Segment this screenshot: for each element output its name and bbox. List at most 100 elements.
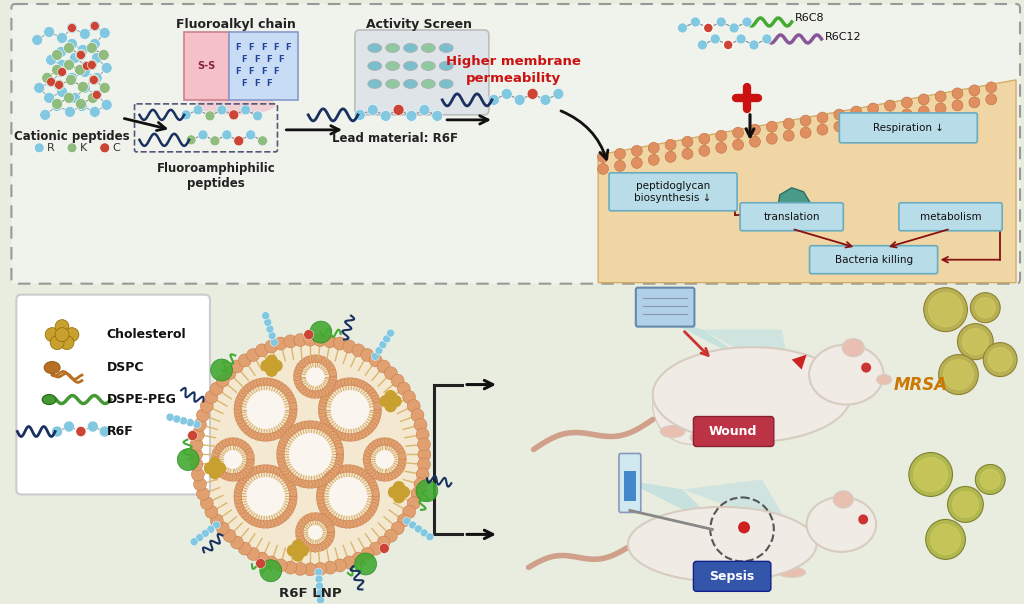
Circle shape [371,419,378,427]
Circle shape [66,74,77,85]
Circle shape [247,429,255,437]
Circle shape [284,431,292,439]
Circle shape [327,471,334,479]
Circle shape [366,466,374,474]
Circle shape [318,478,326,486]
Circle shape [288,416,295,424]
Circle shape [364,459,371,467]
Text: MRSA: MRSA [894,376,948,394]
Circle shape [236,395,244,403]
Circle shape [54,80,63,89]
Circle shape [716,130,727,141]
Circle shape [91,89,102,100]
Ellipse shape [386,43,399,53]
Circle shape [244,466,252,474]
Circle shape [247,455,255,463]
Circle shape [223,367,236,380]
Ellipse shape [877,374,892,385]
Circle shape [295,379,303,387]
Circle shape [384,529,397,542]
Circle shape [319,506,328,514]
Circle shape [304,333,316,346]
Ellipse shape [439,43,454,53]
Circle shape [393,443,401,451]
Circle shape [326,362,334,371]
Circle shape [913,457,947,492]
Circle shape [99,82,111,94]
Circle shape [315,582,324,590]
Circle shape [301,541,309,549]
Circle shape [375,347,383,355]
Circle shape [374,405,382,414]
Ellipse shape [628,507,816,582]
Circle shape [354,432,362,440]
Polygon shape [643,307,762,370]
Circle shape [247,469,255,477]
Ellipse shape [834,491,853,508]
Circle shape [370,542,382,555]
Circle shape [354,379,362,387]
Circle shape [284,561,297,574]
Circle shape [265,340,278,353]
Circle shape [212,449,220,457]
Circle shape [783,130,795,141]
Circle shape [89,39,100,50]
Circle shape [246,130,256,140]
Circle shape [242,474,249,481]
Circle shape [282,425,290,432]
Circle shape [211,455,219,463]
Circle shape [337,432,345,440]
Circle shape [380,111,391,121]
Circle shape [391,522,404,535]
Circle shape [929,293,963,327]
Circle shape [268,332,276,339]
Circle shape [186,419,195,426]
FancyBboxPatch shape [840,113,977,143]
Circle shape [732,140,743,150]
Circle shape [222,130,231,140]
Circle shape [76,98,86,109]
Circle shape [239,471,247,478]
Circle shape [32,34,43,45]
Circle shape [346,464,353,472]
Circle shape [63,92,75,103]
Circle shape [360,382,369,390]
Circle shape [867,103,879,114]
Circle shape [488,94,500,105]
Circle shape [324,561,337,574]
Circle shape [239,354,251,367]
Circle shape [267,378,274,386]
Circle shape [355,518,364,525]
Circle shape [326,535,334,544]
Circle shape [369,479,376,487]
Circle shape [194,105,203,115]
Circle shape [265,556,278,569]
Ellipse shape [422,62,435,71]
Circle shape [319,399,327,406]
Circle shape [365,512,372,519]
Circle shape [288,482,295,490]
Circle shape [286,429,294,437]
Circle shape [322,388,329,396]
Circle shape [191,428,204,441]
Circle shape [326,425,334,432]
Ellipse shape [403,79,418,88]
Circle shape [783,118,795,129]
Circle shape [256,520,264,528]
Circle shape [46,77,56,88]
Circle shape [278,457,286,466]
Circle shape [540,94,551,105]
Circle shape [211,452,219,460]
Circle shape [276,451,285,458]
Circle shape [242,425,249,432]
Circle shape [298,479,305,487]
Circle shape [321,416,328,424]
Circle shape [861,362,871,373]
Circle shape [294,369,302,377]
Circle shape [201,496,213,510]
Circle shape [372,395,380,403]
Ellipse shape [652,347,851,442]
Circle shape [632,158,642,169]
Circle shape [371,440,379,449]
Circle shape [197,409,209,422]
